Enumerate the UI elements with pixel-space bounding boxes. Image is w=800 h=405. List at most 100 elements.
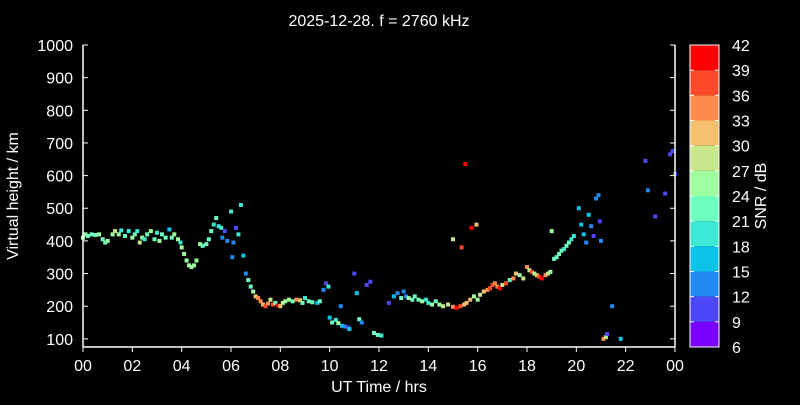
data-point bbox=[184, 258, 189, 263]
data-point bbox=[155, 230, 159, 235]
data-point bbox=[610, 304, 615, 309]
data-point bbox=[410, 297, 415, 302]
data-point bbox=[163, 235, 168, 240]
data-point bbox=[159, 232, 164, 237]
x-tick-label: 06 bbox=[222, 358, 240, 375]
data-point bbox=[182, 251, 187, 256]
colorbar-bin bbox=[690, 321, 719, 347]
data-point bbox=[354, 291, 359, 296]
y-tick-label: 800 bbox=[46, 103, 73, 120]
data-point bbox=[584, 240, 589, 245]
colorbar-tick-label: 15 bbox=[732, 265, 750, 282]
colorbar-bin bbox=[690, 145, 719, 171]
data-point bbox=[194, 258, 199, 263]
y-tick-label: 700 bbox=[46, 136, 73, 153]
data-point bbox=[225, 238, 230, 243]
data-point bbox=[576, 206, 581, 211]
data-point bbox=[100, 237, 105, 242]
data-point bbox=[200, 243, 205, 248]
colorbar-bin bbox=[690, 45, 719, 71]
data-point bbox=[468, 297, 473, 302]
data-point bbox=[517, 273, 522, 278]
data-point bbox=[401, 289, 406, 294]
data-point bbox=[557, 251, 562, 256]
data-point bbox=[391, 294, 396, 299]
x-tick-label: 14 bbox=[419, 358, 437, 375]
data-point bbox=[321, 287, 326, 292]
data-point bbox=[643, 158, 648, 163]
y-tick-label: 500 bbox=[46, 201, 73, 218]
data-point bbox=[103, 240, 108, 245]
data-point bbox=[364, 282, 369, 287]
data-point bbox=[327, 315, 332, 320]
data-point bbox=[653, 214, 658, 219]
data-point bbox=[157, 238, 162, 243]
data-point bbox=[603, 335, 608, 340]
data-point bbox=[178, 240, 183, 245]
y-tick-label: 300 bbox=[46, 267, 73, 284]
data-point bbox=[342, 324, 347, 329]
colorbar-bin bbox=[690, 246, 719, 272]
data-point bbox=[229, 209, 233, 214]
data-point bbox=[451, 237, 455, 242]
data-point bbox=[386, 300, 391, 305]
data-point bbox=[423, 297, 428, 302]
data-point bbox=[230, 255, 235, 260]
data-point bbox=[601, 336, 606, 341]
data-point bbox=[241, 253, 246, 258]
data-point bbox=[433, 299, 438, 304]
x-axis-label: UT Time / hrs bbox=[331, 379, 427, 396]
data-point bbox=[261, 302, 266, 307]
y-tick-label: 400 bbox=[46, 234, 73, 251]
data-point bbox=[294, 297, 299, 302]
colorbar-tick-label: 42 bbox=[732, 38, 750, 55]
x-tick-label: 00 bbox=[666, 358, 684, 375]
colorbar-tick-label: 18 bbox=[732, 239, 750, 256]
data-point bbox=[670, 149, 675, 154]
colorbar-bin bbox=[690, 271, 719, 297]
data-point bbox=[372, 330, 377, 335]
data-point bbox=[451, 304, 455, 309]
colorbar-tick-label: 9 bbox=[732, 315, 741, 332]
data-point bbox=[549, 229, 554, 234]
data-point bbox=[214, 216, 219, 221]
data-point bbox=[246, 278, 251, 283]
colorbar-bin bbox=[690, 120, 719, 146]
data-point bbox=[375, 332, 380, 337]
colorbar-bin bbox=[690, 196, 719, 222]
data-point bbox=[521, 276, 526, 281]
data-point bbox=[172, 232, 177, 237]
data-point bbox=[300, 300, 305, 305]
data-point bbox=[142, 237, 147, 242]
colorbar: 6 9 12 15 18 21 24 27 30 33 36 39 42 bbox=[689, 38, 750, 357]
data-point bbox=[618, 336, 623, 341]
colorbar-tick-label: 33 bbox=[732, 114, 750, 131]
y-tick-label: 900 bbox=[46, 71, 73, 88]
data-point bbox=[534, 273, 539, 278]
data-point bbox=[119, 228, 124, 233]
data-point bbox=[497, 286, 502, 291]
data-point bbox=[539, 276, 544, 281]
colorbar-tick-label: 30 bbox=[732, 139, 750, 156]
data-point bbox=[130, 235, 135, 240]
data-point bbox=[336, 321, 341, 326]
data-point bbox=[668, 152, 673, 157]
data-point bbox=[137, 240, 142, 245]
data-point bbox=[399, 296, 404, 301]
x-tick-label: 20 bbox=[567, 358, 585, 375]
data-point bbox=[204, 242, 209, 247]
data-point bbox=[189, 265, 194, 270]
data-point bbox=[175, 237, 180, 242]
data-point bbox=[478, 292, 483, 297]
y-tick-label: 600 bbox=[46, 169, 73, 186]
colorbar-bin bbox=[690, 170, 719, 196]
x-tick-label: 22 bbox=[617, 358, 635, 375]
data-point bbox=[475, 297, 480, 302]
data-point bbox=[597, 219, 602, 224]
data-point bbox=[569, 237, 574, 242]
data-point bbox=[236, 232, 241, 237]
data-point bbox=[326, 284, 331, 289]
data-point bbox=[490, 282, 495, 287]
data-point bbox=[209, 229, 214, 234]
data-point bbox=[273, 300, 278, 305]
